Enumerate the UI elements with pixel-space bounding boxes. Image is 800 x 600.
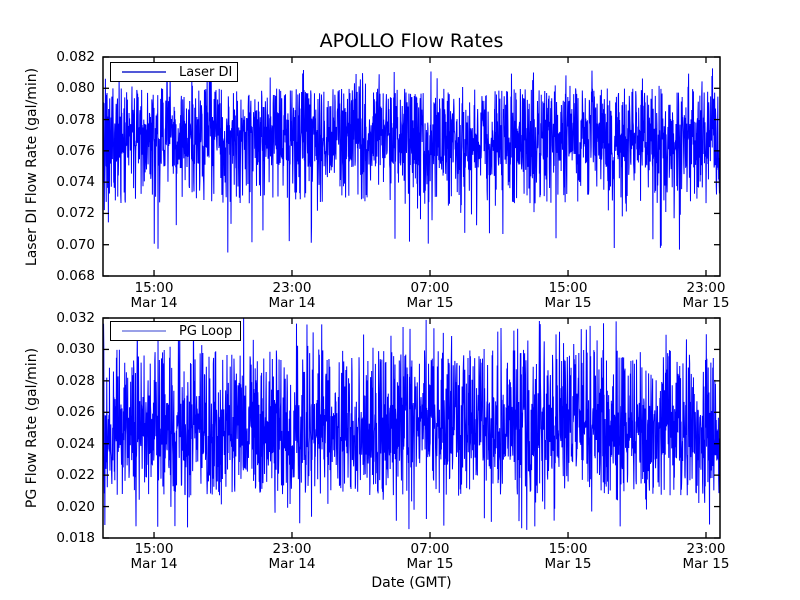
chart-title: APOLLO Flow Rates bbox=[319, 30, 504, 52]
x-tick-date: Mar 15 bbox=[544, 295, 592, 311]
y-tick-label: 0.076 bbox=[56, 142, 95, 159]
y-tick-label: 0.024 bbox=[56, 435, 95, 452]
x-tick-time: 23:00 bbox=[272, 280, 312, 296]
x-tick-date: Mar 15 bbox=[406, 295, 454, 311]
y-tick-label: 0.082 bbox=[56, 49, 95, 65]
y-tick-label: 0.032 bbox=[56, 310, 95, 326]
x-tick-label: 07:00 Mar 15 bbox=[382, 542, 478, 572]
y-tick-label: 0.072 bbox=[56, 205, 95, 222]
y-tick-label: 0.018 bbox=[56, 530, 95, 546]
x-tick-label: 23:00 Mar 15 bbox=[658, 542, 754, 572]
x-tick-time: 07:00 bbox=[410, 280, 450, 296]
y-tick-label: 0.030 bbox=[56, 341, 95, 358]
legend-line-sample-laser-di bbox=[122, 71, 166, 73]
xlabel-date-gmt: Date (GMT) bbox=[371, 575, 452, 591]
y-tick-label: 0.080 bbox=[56, 80, 95, 97]
x-tick-time: 23:00 bbox=[272, 541, 312, 557]
legend-pg-loop: PG Loop bbox=[110, 321, 241, 341]
x-tick-date: Mar 15 bbox=[682, 556, 730, 572]
y-tick-label: 0.026 bbox=[56, 404, 95, 421]
x-tick-time: 15:00 bbox=[548, 541, 588, 557]
legend-line-sample-pg-loop bbox=[122, 330, 166, 332]
x-tick-time: 23:00 bbox=[686, 541, 726, 557]
x-tick-date: Mar 15 bbox=[406, 556, 454, 572]
y-tick-label: 0.078 bbox=[56, 111, 95, 128]
legend-label-pg-loop: PG Loop bbox=[179, 323, 233, 339]
y-tick-label: 0.028 bbox=[56, 372, 95, 389]
x-tick-label: 15:00 Mar 14 bbox=[106, 542, 202, 572]
x-tick-label: 15:00 Mar 14 bbox=[106, 281, 202, 311]
pg-loop-axes bbox=[102, 317, 721, 539]
y-tick-label: 0.022 bbox=[56, 467, 95, 484]
x-tick-label: 15:00 Mar 15 bbox=[520, 542, 616, 572]
legend-label-laser-di: Laser DI bbox=[179, 64, 233, 80]
x-tick-date: Mar 14 bbox=[268, 295, 316, 311]
y-tick-label: 0.068 bbox=[56, 268, 95, 284]
x-tick-label: 07:00 Mar 15 bbox=[382, 281, 478, 311]
x-tick-date: Mar 15 bbox=[682, 295, 730, 311]
x-tick-label: 23:00 Mar 14 bbox=[244, 542, 340, 572]
x-tick-time: 07:00 bbox=[410, 541, 450, 557]
x-tick-time: 15:00 bbox=[134, 541, 174, 557]
laser-di-axes bbox=[102, 56, 721, 277]
x-tick-time: 15:00 bbox=[134, 280, 174, 296]
x-tick-label: 23:00 Mar 15 bbox=[658, 281, 754, 311]
x-tick-time: 15:00 bbox=[548, 280, 588, 296]
legend-laser-di: Laser DI bbox=[110, 62, 238, 82]
x-tick-date: Mar 14 bbox=[130, 295, 178, 311]
y-tick-label: 0.074 bbox=[56, 174, 95, 191]
x-tick-date: Mar 14 bbox=[268, 556, 316, 572]
x-tick-time: 23:00 bbox=[686, 280, 726, 296]
y-tick-label: 0.070 bbox=[56, 236, 95, 253]
x-tick-label: 15:00 Mar 15 bbox=[520, 281, 616, 311]
x-tick-date: Mar 15 bbox=[544, 556, 592, 572]
x-tick-label: 23:00 Mar 14 bbox=[244, 281, 340, 311]
y-tick-label: 0.020 bbox=[56, 498, 95, 515]
x-tick-date: Mar 14 bbox=[130, 556, 178, 572]
